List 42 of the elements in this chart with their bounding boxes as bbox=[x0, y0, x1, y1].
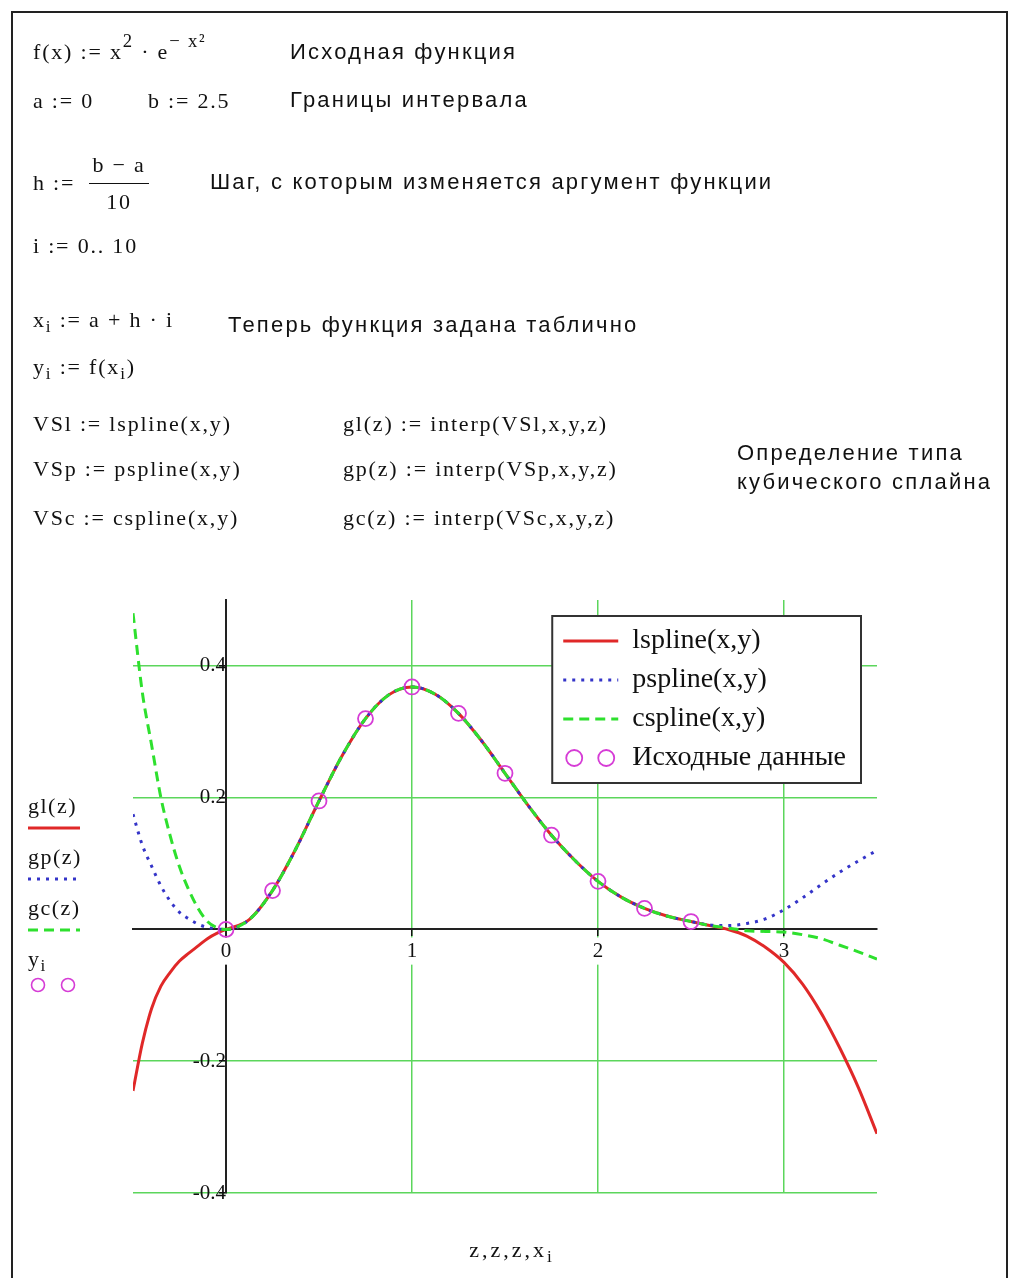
point bbox=[357, 710, 374, 727]
text: b := 2.5 bbox=[148, 86, 231, 115]
legend-label: Исходные данные bbox=[632, 740, 847, 772]
text: Исходная функция bbox=[290, 37, 518, 66]
x-tick-label: 1 bbox=[406, 937, 418, 962]
text: 10 bbox=[106, 187, 132, 216]
text: Шаг, с которым изменяется аргумент функции bbox=[210, 167, 774, 196]
point bbox=[682, 913, 700, 930]
text: i := 0.. 10 bbox=[33, 231, 138, 260]
text: gc(z) := interp(VSc,x,y,z) bbox=[343, 503, 616, 532]
text: y$_{i}$ := f(x$_{i}$) bbox=[33, 352, 136, 383]
point bbox=[636, 899, 653, 917]
point bbox=[310, 792, 328, 810]
y-axis-title: gl(z) gp(z) gc(z) y$_{i}$ bbox=[28, 793, 82, 976]
x-tick-label: 0 bbox=[220, 937, 232, 962]
point bbox=[496, 764, 514, 782]
text: Теперь функция задана таблично bbox=[228, 310, 639, 339]
legend-label: lspline(x,y) bbox=[632, 623, 761, 655]
point bbox=[264, 882, 281, 899]
line-series bbox=[133, 611, 877, 961]
point bbox=[589, 872, 607, 890]
legend-label: cspline(x,y) bbox=[632, 701, 766, 733]
text: h := bbox=[33, 168, 76, 197]
text: f(x) := x$^{2}$ · e$^{− x²}$ bbox=[33, 29, 207, 66]
text: b − a bbox=[92, 150, 146, 179]
text: VSl := lspline(x,y) bbox=[33, 409, 232, 438]
text: gp(z) := interp(VSp,x,y,z) bbox=[343, 454, 618, 483]
text: Границы интервала bbox=[290, 85, 529, 114]
point bbox=[543, 826, 560, 844]
legend-label: pspline(x,y) bbox=[632, 662, 767, 694]
point bbox=[450, 704, 467, 722]
text: Определение типа кубического сплайна bbox=[737, 439, 993, 496]
text: gl(z) := interp(VSl,x,y,z) bbox=[343, 409, 608, 438]
point bbox=[217, 921, 235, 938]
x-tick-label: 2 bbox=[592, 937, 604, 962]
x-tick-label: 3 bbox=[778, 937, 790, 962]
text: a := 0 bbox=[33, 86, 95, 115]
text: VSc := cspline(x,y) bbox=[33, 503, 240, 532]
text: VSp := pspline(x,y) bbox=[33, 454, 242, 483]
point bbox=[403, 678, 421, 696]
text: x$_{i}$ := a + h · i bbox=[33, 305, 174, 336]
x-axis-title: z,z,z,x$_{i}$ bbox=[469, 1237, 555, 1267]
